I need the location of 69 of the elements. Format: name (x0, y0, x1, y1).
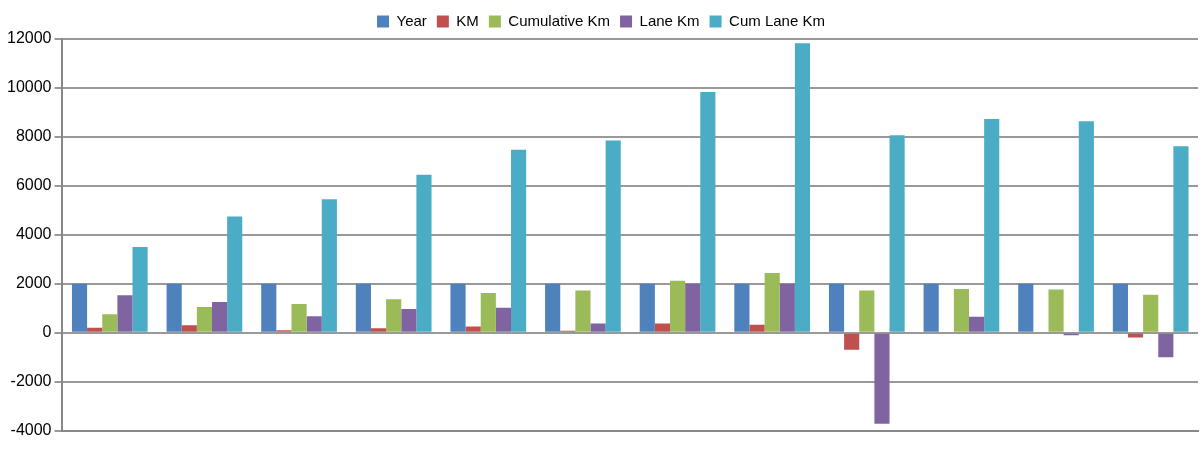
y-tick-label: -4000 (10, 421, 52, 439)
bar (416, 174, 432, 332)
bar (321, 199, 337, 332)
bar (1018, 283, 1034, 332)
bar (102, 314, 118, 332)
bar (465, 326, 481, 332)
legend-label: Lane Km (639, 11, 700, 29)
bar (1048, 289, 1064, 332)
bar (575, 290, 591, 332)
y-tick-label: 8000 (15, 127, 52, 145)
y-tick-label: 10000 (6, 78, 52, 96)
bar (132, 247, 148, 332)
bar (605, 140, 621, 332)
bar (654, 323, 670, 332)
bar (1143, 294, 1159, 332)
bar (87, 327, 103, 332)
bar (590, 323, 606, 332)
bar (71, 283, 88, 332)
y-tick-label: -2000 (10, 372, 52, 390)
bar (889, 135, 905, 332)
y-tick-label: 12000 (6, 29, 52, 47)
bar (923, 283, 939, 332)
bar (749, 324, 765, 332)
bar (480, 293, 496, 332)
bar (450, 283, 466, 332)
legend-label: Cumulative Km (508, 11, 611, 29)
bar (734, 283, 750, 332)
bar (401, 308, 417, 332)
y-tick-label: 6000 (15, 176, 52, 194)
bar (117, 295, 133, 332)
legend-label: Cum Lane Km (729, 11, 825, 29)
bar (639, 283, 655, 332)
bar (859, 290, 875, 332)
bar (196, 307, 212, 332)
bar (969, 316, 985, 332)
bar (370, 328, 387, 332)
legend-label: Year (396, 11, 427, 29)
bar (844, 333, 860, 350)
bar (166, 283, 182, 332)
bar (1158, 333, 1174, 358)
bar (511, 149, 527, 332)
bar (212, 302, 228, 332)
bar (828, 283, 845, 332)
bar (181, 325, 197, 332)
bar (685, 283, 701, 332)
bar (355, 283, 371, 332)
bar (545, 283, 561, 332)
bar (764, 272, 780, 332)
y-tick-label: 0 (42, 323, 52, 341)
bar (1127, 333, 1144, 338)
bar (794, 43, 811, 332)
bar (227, 216, 243, 332)
bar (669, 280, 686, 332)
bar (1173, 146, 1189, 332)
bar (1078, 121, 1094, 332)
bar (874, 333, 890, 424)
bar (291, 304, 307, 332)
bar (953, 288, 970, 332)
bar (495, 307, 512, 332)
bar (984, 119, 1000, 332)
y-tick-label: 4000 (15, 225, 52, 243)
bar (1112, 283, 1128, 332)
bar (386, 299, 402, 332)
bar (700, 92, 716, 332)
legend-label: KM (456, 11, 479, 29)
bar (261, 283, 277, 332)
bar (306, 316, 322, 332)
bar (779, 283, 795, 332)
y-tick-label: 2000 (15, 274, 52, 292)
